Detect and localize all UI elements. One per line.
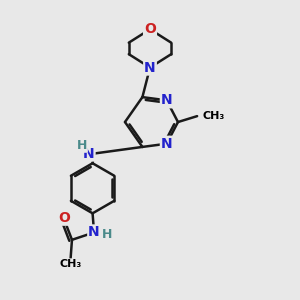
Text: N: N [83,146,94,161]
Text: N: N [161,137,172,151]
Text: N: N [144,61,156,75]
Text: CH₃: CH₃ [202,110,225,121]
Text: CH₃: CH₃ [59,259,82,269]
Text: O: O [59,211,70,225]
Text: O: O [144,22,156,36]
Text: N: N [161,93,172,107]
Text: N: N [88,225,100,239]
Text: H: H [102,228,112,241]
Text: H: H [76,139,87,152]
